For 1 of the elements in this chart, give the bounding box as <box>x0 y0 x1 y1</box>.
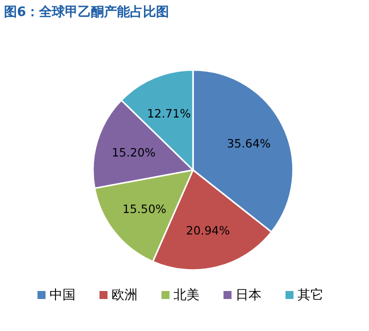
title: 图6：全球甲乙酮产能占比图 <box>4 5 170 20</box>
